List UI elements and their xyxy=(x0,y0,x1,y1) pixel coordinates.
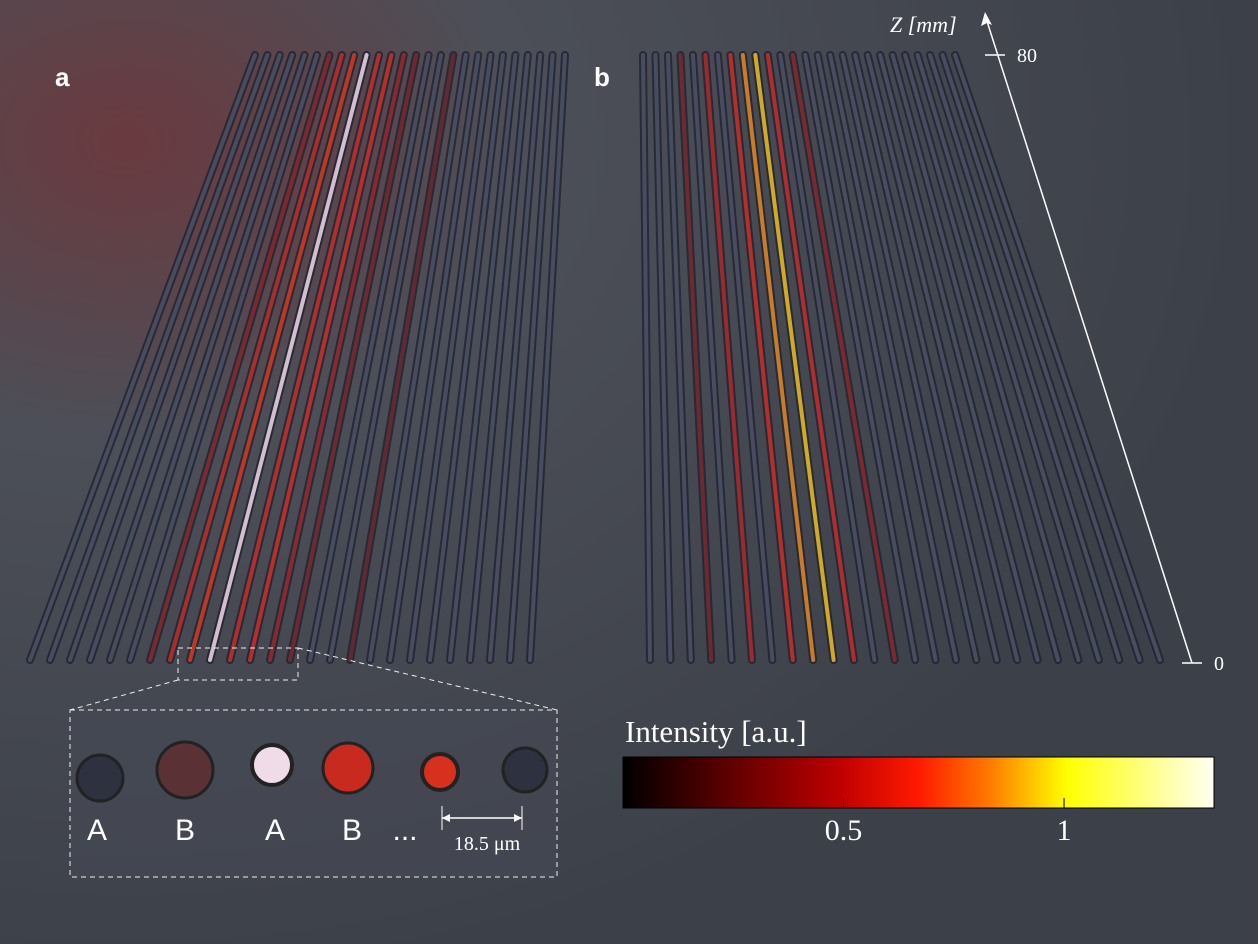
waveguide-core xyxy=(853,53,999,662)
inset-label: A xyxy=(87,814,107,847)
inset-label: B xyxy=(175,814,195,847)
tube-end xyxy=(321,741,375,795)
waveguide-core xyxy=(268,53,406,662)
z-axis xyxy=(984,14,1193,664)
tube-end xyxy=(155,740,215,800)
waveguide-core xyxy=(528,53,567,662)
colorbar xyxy=(622,756,1215,809)
zoom-line xyxy=(69,679,179,711)
zoom-box xyxy=(177,647,299,681)
waveguide-core xyxy=(715,53,775,662)
colorbar-tick-label: 0.5 xyxy=(825,814,863,847)
inset-label: ... xyxy=(392,814,417,847)
waveguide-core xyxy=(665,53,693,662)
inset-label: B xyxy=(342,814,362,847)
waveguide-core xyxy=(740,53,816,662)
waveguide-core xyxy=(368,53,468,662)
waveguide-core xyxy=(865,53,1020,662)
waveguide-core xyxy=(68,53,282,662)
inset-label: A xyxy=(265,814,285,847)
scale-label: 18.5 μm xyxy=(454,833,521,855)
waveguide-core xyxy=(48,53,270,662)
tube-end xyxy=(501,746,549,794)
waveguide-core xyxy=(208,53,369,662)
waveguide-core xyxy=(328,53,443,662)
scale-arrow-head xyxy=(442,814,522,822)
ticks: 0 80 0.5 1 xyxy=(825,12,1224,847)
z-tick-label: 0 xyxy=(1214,653,1224,675)
waveguide-arrays xyxy=(26,51,1164,664)
waveguide-core xyxy=(641,53,652,662)
waveguide-core xyxy=(88,53,295,662)
waveguide-core xyxy=(653,53,673,662)
waveguide-core xyxy=(928,53,1122,662)
waveguide-core xyxy=(428,53,505,662)
waveguide-core xyxy=(953,53,1162,662)
waveguide-core xyxy=(468,53,530,662)
waveguide-core xyxy=(878,53,1040,662)
waveguide-core xyxy=(690,53,734,662)
waveguide-core xyxy=(903,53,1081,662)
waveguide-core xyxy=(448,53,518,662)
colorbar-label: Intensity [a.u.] xyxy=(625,714,807,749)
waveguide-core xyxy=(703,53,754,662)
waveguide-core xyxy=(148,53,332,662)
z-axis-arrow xyxy=(981,12,992,26)
inset-tubes xyxy=(75,740,549,803)
waveguide-core xyxy=(388,53,481,662)
z-tick-label: 80 xyxy=(1017,45,1037,67)
colorbar-tick-label: 1 xyxy=(1057,814,1072,847)
waveguide-core xyxy=(408,53,493,662)
inset xyxy=(69,709,558,878)
waveguide-core xyxy=(678,53,714,662)
axis-label: Z [mm] xyxy=(890,12,957,37)
waveguide-core xyxy=(108,53,307,662)
waveguide-core xyxy=(840,53,979,662)
inset-labels: A B A B... xyxy=(87,814,418,847)
panel-label: b xyxy=(594,62,610,92)
waveguide-core xyxy=(248,53,394,662)
panel-label: a xyxy=(55,62,70,92)
waveguide-core xyxy=(915,53,1101,662)
waveguide-core xyxy=(308,53,431,662)
waveguide-core xyxy=(188,53,357,662)
waveguide-core xyxy=(890,53,1060,662)
waveguide-core xyxy=(828,53,958,662)
waveguide-core xyxy=(488,53,543,662)
tube-end xyxy=(250,743,294,787)
waveguide-core xyxy=(815,53,938,662)
waveguide-core xyxy=(288,53,419,662)
waveguide-core xyxy=(508,53,555,662)
waveguide-core xyxy=(940,53,1142,662)
waveguide-core xyxy=(228,53,381,662)
waveguide-core xyxy=(728,53,795,662)
waveguide-core xyxy=(168,53,344,662)
waveguide-core xyxy=(778,53,877,662)
tube-end xyxy=(420,752,460,792)
waveguide-core xyxy=(348,53,456,662)
waveguide-core xyxy=(28,53,257,662)
waveguide-core xyxy=(765,53,856,662)
waveguide-core xyxy=(128,53,319,662)
waveguide-core xyxy=(803,53,918,662)
waveguide-core xyxy=(753,53,836,662)
tube-end xyxy=(75,753,125,803)
waveguide-core xyxy=(790,53,897,662)
